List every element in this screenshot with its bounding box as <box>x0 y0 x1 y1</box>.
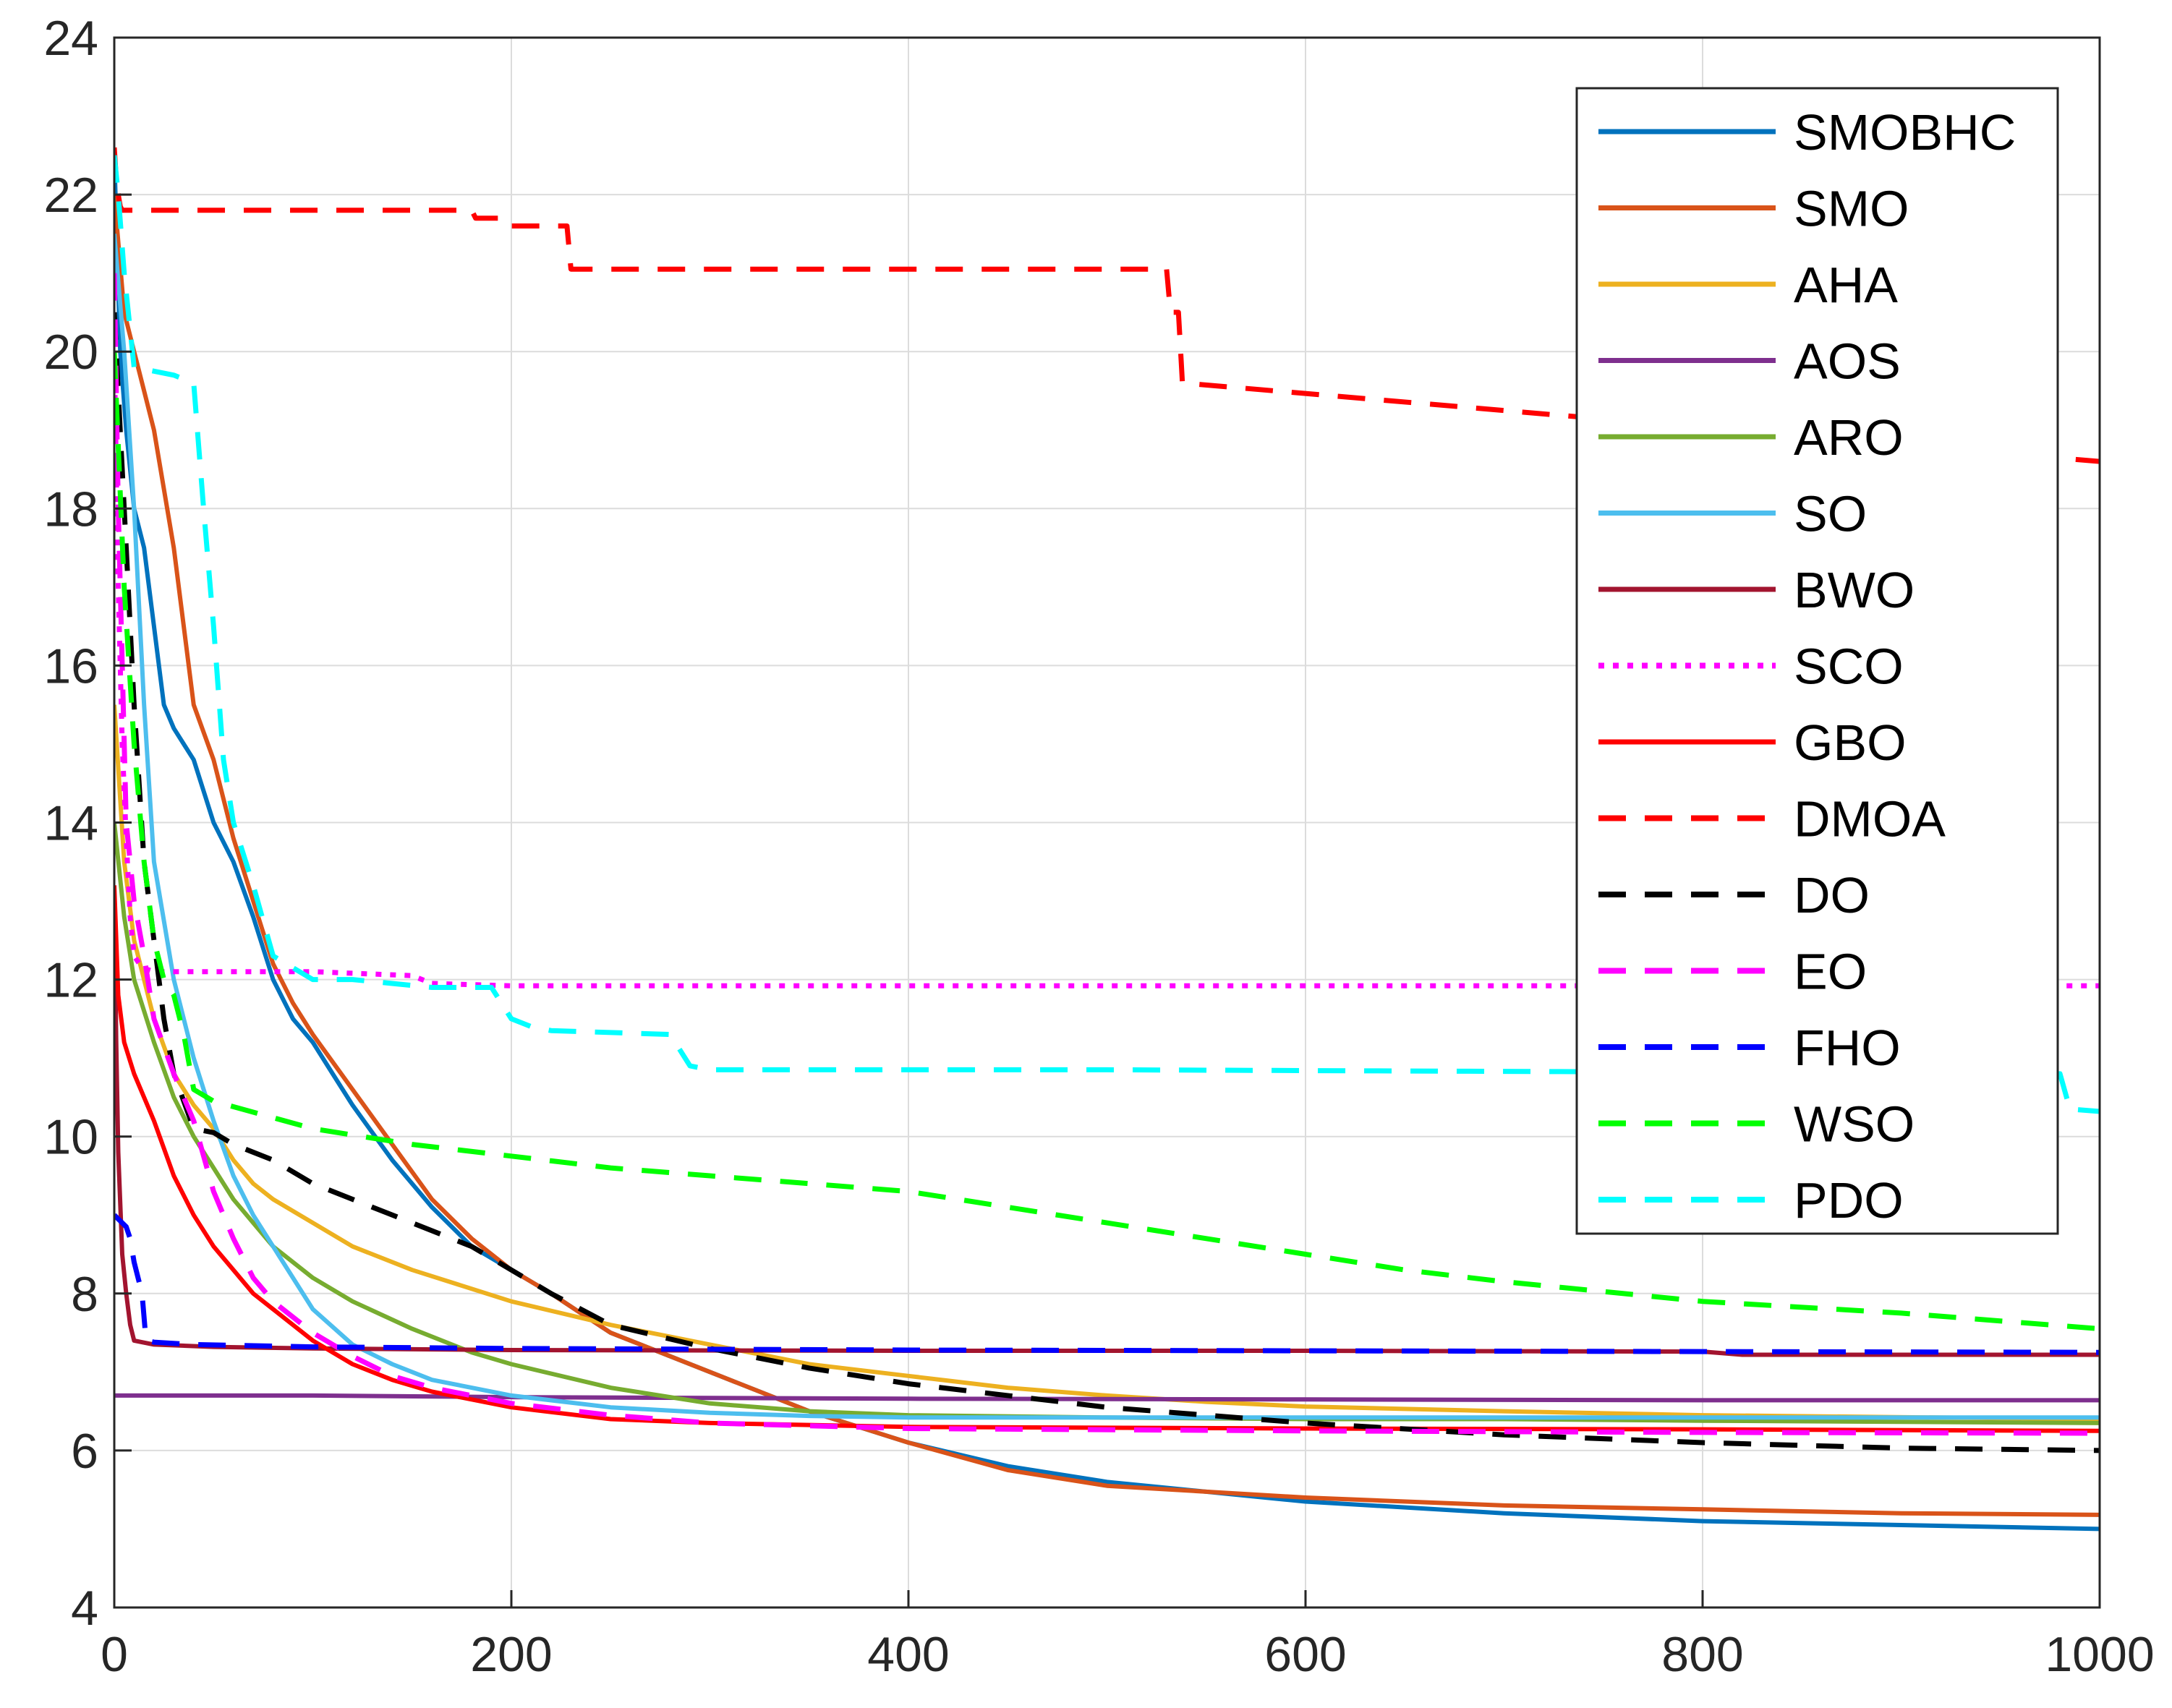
legend-label-aro: ARO <box>1794 409 1904 466</box>
legend-label-dmoa: DMOA <box>1794 791 1946 847</box>
legend-label-do: DO <box>1794 867 1870 923</box>
y-tick-label: 16 <box>43 639 98 693</box>
legend-label-smobhc: SMOBHC <box>1794 104 2016 161</box>
series-line-gbo <box>114 885 2100 1433</box>
y-tick-label: 14 <box>43 796 98 851</box>
x-tick-label: 400 <box>867 1627 949 1682</box>
y-tick-label: 6 <box>71 1424 98 1479</box>
series-line-eo <box>114 273 2100 1436</box>
y-tick-label: 20 <box>43 325 98 380</box>
series-line-smo <box>114 194 2100 1517</box>
legend-box <box>1575 87 2059 1235</box>
legend-label-eo: EO <box>1794 944 1867 1000</box>
legend: SMOBHC SMO AHA AOS ARO SO BWO SCO GBO DMOA DO EO FHO… <box>1575 87 2059 1235</box>
series-line-pdo <box>114 155 2100 1114</box>
x-tick-label: 600 <box>1264 1627 1346 1682</box>
y-tick-label: 4 <box>71 1581 98 1636</box>
series-layer <box>114 147 2100 1532</box>
legend-label-gbo: GBO <box>1794 714 1907 771</box>
legend-label-fho: FHO <box>1794 1020 1901 1076</box>
series-line-wso <box>114 351 2100 1332</box>
x-tick-label: 200 <box>470 1627 552 1682</box>
series-line-smobhc <box>114 155 2100 1532</box>
series-line-sco <box>114 351 2100 988</box>
legend-label-aos: AOS <box>1794 333 1901 390</box>
y-tick-label: 18 <box>43 482 98 537</box>
legend-label-aha: AHA <box>1794 257 1898 313</box>
y-tick-label: 24 <box>43 11 98 66</box>
legend-label-pdo: PDO <box>1794 1172 1904 1229</box>
series-line-aos <box>114 1393 2100 1403</box>
legend-label-wso: WSO <box>1794 1096 1915 1153</box>
ticks: 0 200 400 600 800 1000 4 6 8 10 12 14 16 18 20 22 24 <box>43 11 2154 1682</box>
x-tick-label: 0 <box>101 1627 128 1682</box>
series-line-fho <box>114 1213 2100 1355</box>
series-line-do <box>114 312 2100 1453</box>
y-tick-label: 10 <box>43 1110 98 1165</box>
legend-label-bwo: BWO <box>1794 562 1915 618</box>
legend-label-sco: SCO <box>1794 639 1904 695</box>
y-tick-label: 8 <box>71 1267 98 1322</box>
y-tick-label: 22 <box>43 168 98 223</box>
series-line-so <box>114 234 2100 1420</box>
legend-label-smo: SMO <box>1794 181 1909 237</box>
x-tick-label: 800 <box>1661 1627 1743 1682</box>
y-tick-label: 12 <box>43 953 98 1008</box>
legend-label-so: SO <box>1794 486 1867 542</box>
x-tick-label: 1000 <box>2045 1627 2154 1682</box>
